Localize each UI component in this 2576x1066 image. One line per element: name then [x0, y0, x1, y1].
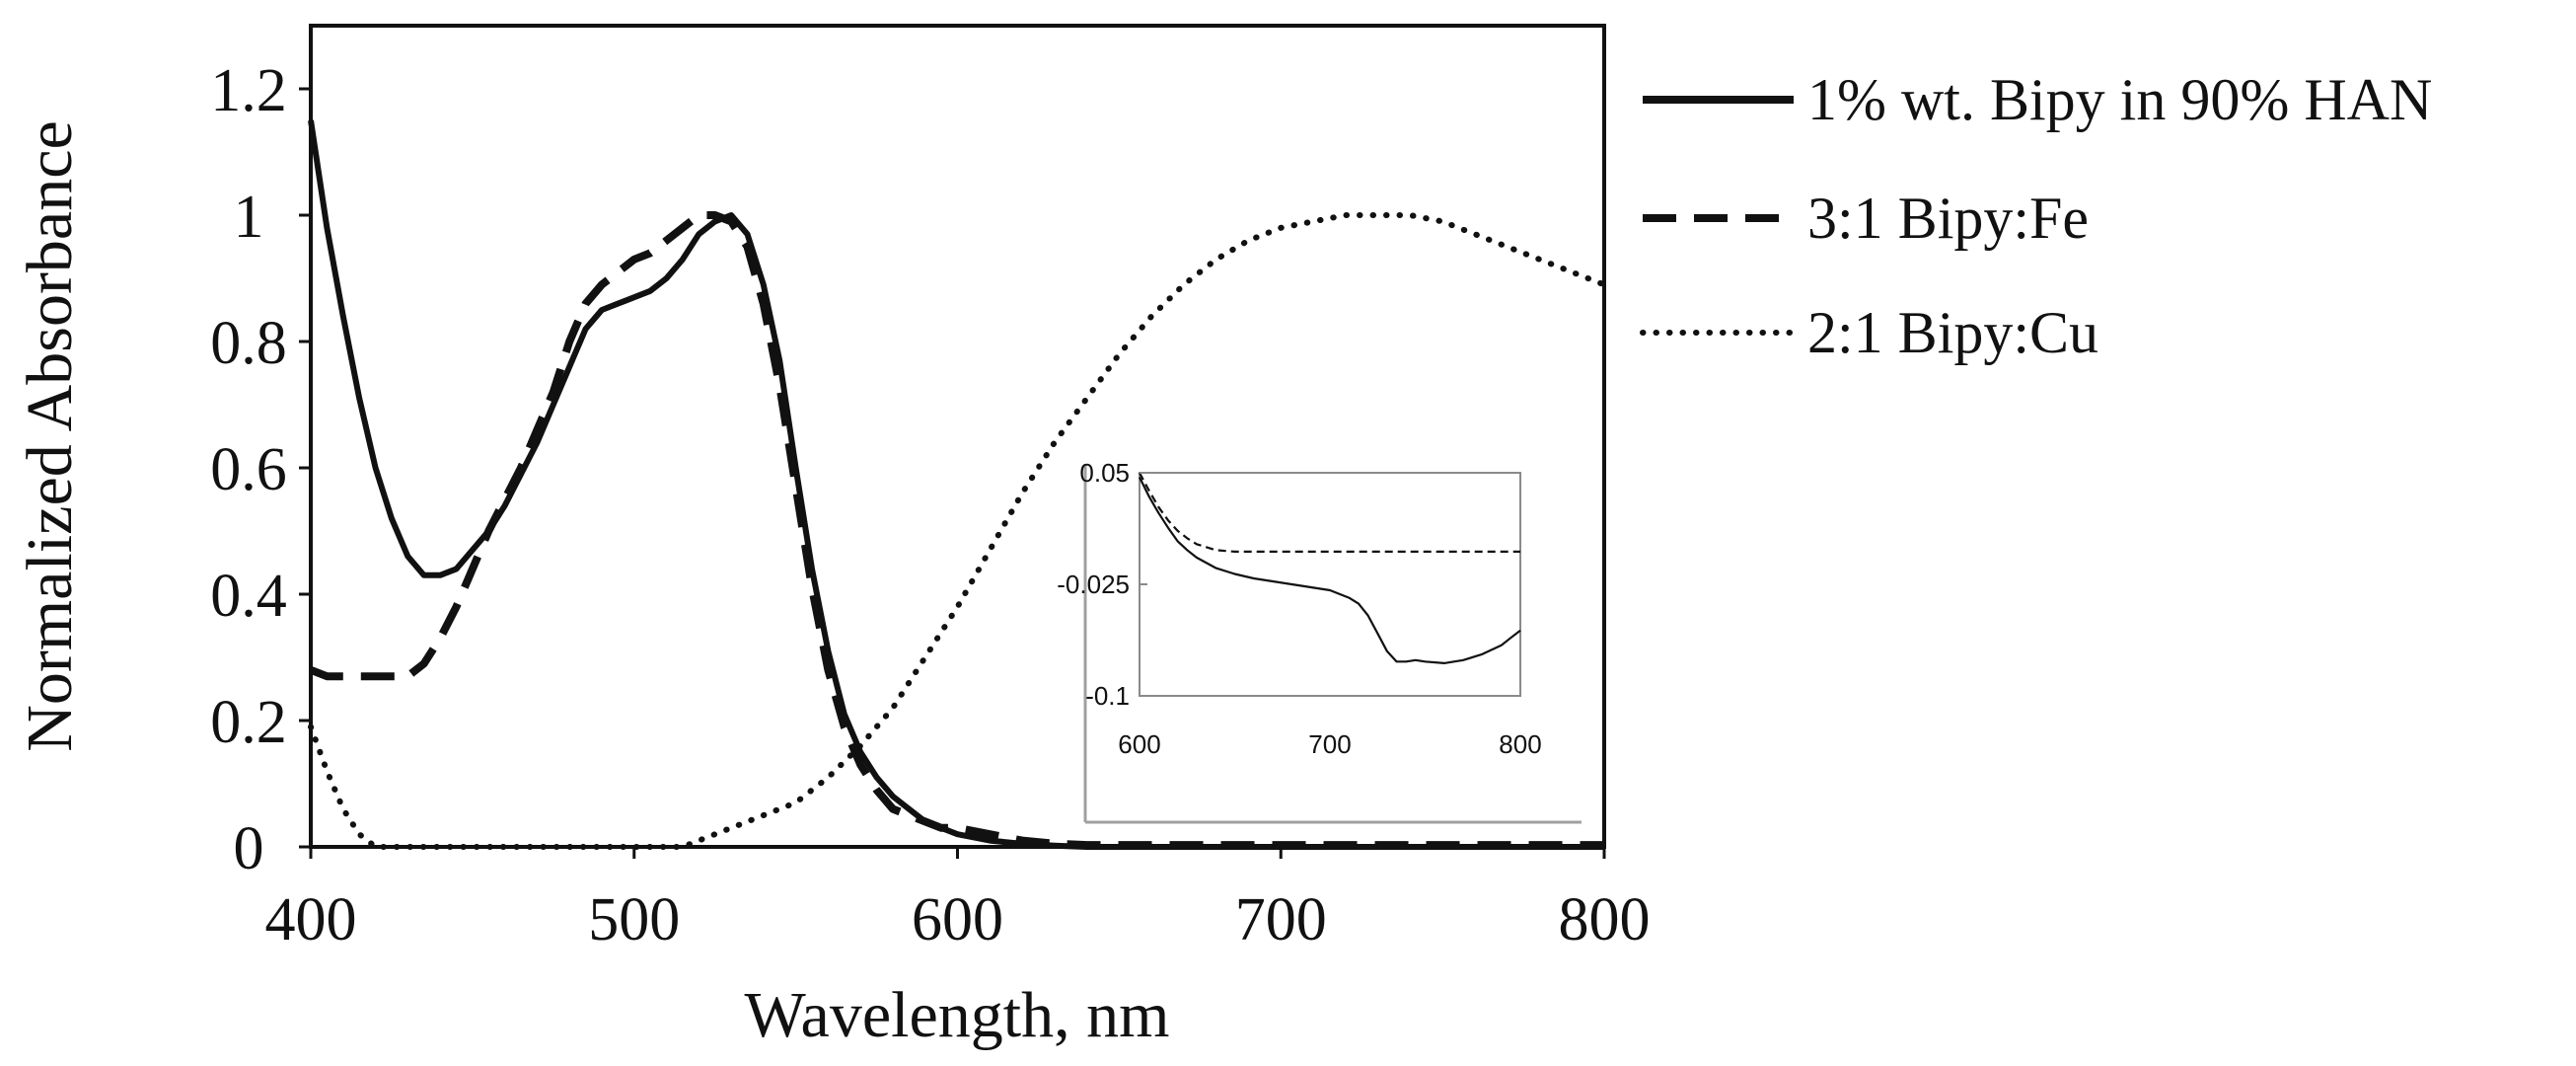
- inset-x-tick-label: 800: [1499, 729, 1541, 759]
- inset-plot: 600 700 800 0.05 -0.025 -0.1: [1057, 458, 1582, 829]
- main-x-tick-label: 500: [588, 886, 680, 953]
- inset-x-tick-label: 700: [1308, 729, 1351, 759]
- y-axis-title: Normalized Absorbance: [14, 120, 86, 752]
- inset-x-tick-label: 600: [1118, 729, 1160, 759]
- inset-background: [1135, 472, 1496, 829]
- main-y-tick-label: 0.4: [210, 563, 287, 630]
- inset-series-line-dashed: [1139, 472, 1520, 553]
- legend-label-bipy-han: 1% wt. Bipy in 90% HAN: [1807, 67, 2432, 132]
- main-y-tick-label: 0.6: [210, 436, 287, 503]
- main-x-tick-label: 700: [1235, 886, 1327, 953]
- main-y-tick-label: 1: [234, 184, 264, 251]
- legend-label-bipy-fe: 3:1 Bipy:Fe: [1807, 186, 2089, 251]
- main-y-ticks: 0 0.2 0.4 0.6 0.8 1 1.2: [210, 57, 311, 882]
- main-y-tick-label: 0.2: [210, 689, 287, 756]
- main-y-tick-label: 0.8: [210, 310, 287, 377]
- inset-y-tick-label: -0.1: [1085, 681, 1130, 711]
- main-x-tick-label: 600: [912, 886, 1003, 953]
- inset-y-ticks: 0.05 -0.025 -0.1: [1057, 458, 1147, 711]
- main-y-tick-label: 0: [234, 815, 264, 882]
- main-x-tick-label: 400: [265, 886, 357, 953]
- main-y-tick-label: 1.2: [210, 57, 287, 124]
- inset-y-tick-label: 0.05: [1079, 458, 1130, 488]
- main-plot: 400 500 600 700 800 0 0.2 0.4 0.6 0.8 1 1.2 Wavele…: [14, 24, 1651, 1051]
- legend: 1% wt. Bipy in 90% HAN 3:1 Bipy:Fe 2:1 B…: [1640, 67, 2432, 365]
- main-series-line-dashed: [309, 211, 1604, 850]
- inset-x-ticks: 600 700 800: [1118, 729, 1541, 759]
- x-axis-title: Wavelength, nm: [745, 979, 1170, 1051]
- inset-series-layer: [1139, 472, 1521, 664]
- main-x-tick-label: 800: [1559, 886, 1651, 953]
- inset-y-tick-label: -0.025: [1057, 570, 1130, 599]
- legend-label-bipy-cu: 2:1 Bipy:Cu: [1807, 300, 2098, 365]
- inset-series-line-solid: [1139, 477, 1521, 664]
- main-x-ticks: 400 500 600 700 800: [265, 847, 1651, 953]
